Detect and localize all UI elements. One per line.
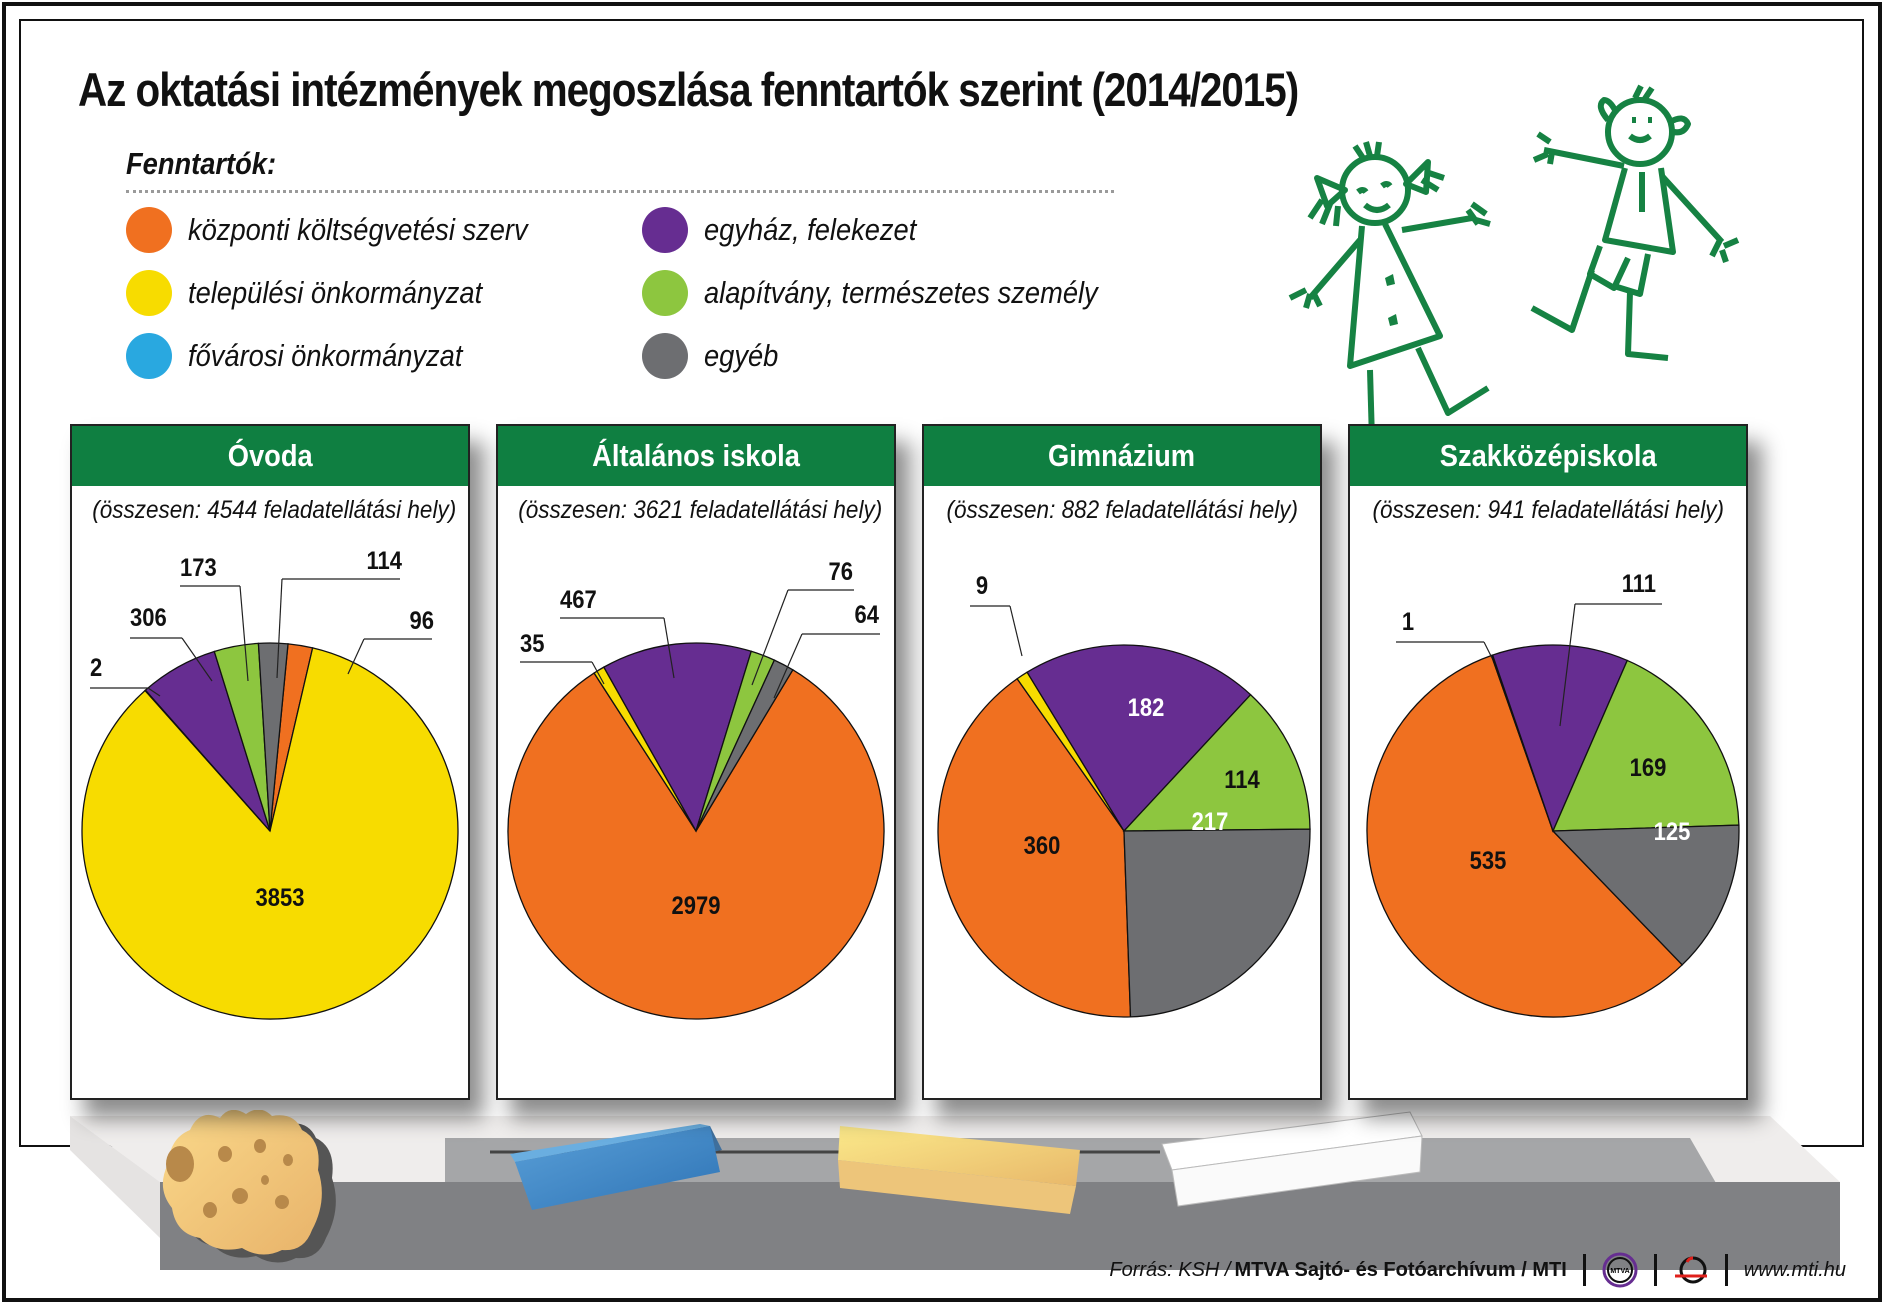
panel-title: Szakközépiskola <box>1439 438 1657 473</box>
legend-item-alapitvany: alapítvány, természetes személy <box>642 269 1151 317</box>
footer-separator <box>1724 1254 1728 1286</box>
pie-value-label: 467 <box>560 586 597 614</box>
legend-item-telepulesi: települési önkormányzat <box>126 269 522 317</box>
legend-item-fovarosi: fővárosi önkormányzat <box>126 332 500 380</box>
pie-value-label: 96 <box>410 607 434 635</box>
panel-header: Gimnázium <box>924 426 1320 486</box>
pie-slice <box>937 677 1132 1018</box>
legend-divider <box>126 190 1114 193</box>
legend-swatch-orange <box>126 207 172 253</box>
mti-logo-icon <box>1674 1256 1707 1284</box>
pie-slice <box>1551 659 1740 832</box>
pie-value-label: 173 <box>180 554 217 582</box>
footer: Forrás: KSH / MTVA Sajtó- és Fotóarchívu… <box>1109 1252 1846 1288</box>
legend-label: alapítvány, természetes személy <box>704 275 1098 310</box>
panel-title: Általános iskola <box>592 438 800 473</box>
source-credit: MTVA Sajtó- és Fotóarchívum / MTI <box>1234 1258 1567 1281</box>
pie-value-label: 306 <box>130 604 167 632</box>
legend-label: egyház, felekezet <box>704 212 917 247</box>
legend-swatch-gray <box>642 333 688 379</box>
pie-value-label: 169 <box>1630 754 1667 782</box>
pie-value-label: 2 <box>90 654 102 682</box>
chalk-tray-illustration-icon <box>70 1110 1840 1270</box>
pie-value-label: 3853 <box>256 884 305 912</box>
pie-slice <box>1122 693 1311 832</box>
pie-slice <box>257 642 289 832</box>
pie-value-label: 114 <box>367 547 402 575</box>
source-prefix: Forrás: KSH / <box>1109 1258 1231 1281</box>
pie-slice <box>602 642 753 833</box>
pie-chart-gimnazium: 360 9 182 114 217 <box>937 572 1311 1018</box>
legend-swatch-green <box>642 270 688 316</box>
pie-slice <box>1366 654 1684 1018</box>
pie-value-label: 114 <box>1224 766 1259 794</box>
pie-value-label: 9 <box>976 572 988 600</box>
panel-gimnazium: Gimnázium (összesen: 882 feladatellátási… <box>922 424 1322 1100</box>
panel-szakkozepiskola: Szakközépiskola (összesen: 941 feladatel… <box>1348 424 1748 1100</box>
website-link[interactable]: www.mti.hu <box>1743 1258 1846 1281</box>
legend-swatch-blue <box>126 333 172 379</box>
panel-header: Szakközépiskola <box>1350 426 1746 486</box>
legend-label: fővárosi önkormányzat <box>188 338 463 373</box>
pie-slice <box>695 659 794 832</box>
legend-item-egyhaz: egyház, felekezet <box>642 206 945 254</box>
pie-value-label: 182 <box>1128 694 1165 722</box>
panel-subtitle: (összesen: 941 feladatellátási hely) <box>1372 496 1724 524</box>
pie-value-label: 111 <box>1622 570 1656 598</box>
panel-ovoda: Óvoda (összesen: 4544 feladatellátási he… <box>70 424 470 1100</box>
chart-title: Az oktatási intézmények megoszlása fennt… <box>78 63 1299 116</box>
pie-value-label: 360 <box>1024 832 1061 860</box>
pie-slice <box>1026 644 1252 833</box>
legend-title: Fenntartók: <box>126 146 277 181</box>
legend-item-kozponti: központi költségvetési szerv <box>126 206 574 254</box>
panel-header: Általános iskola <box>498 426 894 486</box>
legend-label: egyéb <box>704 338 779 373</box>
pie-value-label: 217 <box>1192 808 1229 836</box>
mtva-logo-icon: MTVA <box>1602 1252 1638 1288</box>
footer-separator <box>1582 1254 1586 1286</box>
legend-label: központi költségvetési szerv <box>188 212 528 247</box>
pie-value-label: 64 <box>855 601 879 629</box>
panel-subtitle: (összesen: 3621 feladatellátási hely) <box>518 496 883 524</box>
pie-slice <box>507 668 885 1020</box>
panel-title: Óvoda <box>227 438 313 473</box>
svg-text:MTVA: MTVA <box>1610 1268 1629 1275</box>
pie-chart-ovoda: 96 3853 2 306 173 114 <box>81 547 459 1020</box>
pie-slice <box>1491 644 1629 833</box>
legend-label: települési önkormányzat <box>188 275 483 310</box>
legend-swatch-purple <box>642 207 688 253</box>
legend-item-egyeb: egyéb <box>642 332 788 380</box>
panel-title: Gimnázium <box>1048 438 1196 473</box>
footer-separator <box>1653 1254 1657 1286</box>
legend-swatch-yellow <box>126 270 172 316</box>
panel-altalanos-iskola: Általános iskola (összesen: 3621 feladat… <box>496 424 896 1100</box>
pie-value-label: 35 <box>520 630 544 658</box>
panel-header: Óvoda <box>72 426 468 486</box>
pie-value-label: 535 <box>1470 847 1507 875</box>
pie-value-label: 1 <box>1402 608 1414 636</box>
panel-subtitle: (összesen: 4544 feladatellátási hely) <box>92 496 457 524</box>
pie-slice <box>1123 828 1311 1018</box>
pie-value-label: 2979 <box>672 892 721 920</box>
pie-slice <box>1551 824 1740 966</box>
children-illustration-icon <box>1288 84 1740 435</box>
pie-slice <box>81 647 459 1020</box>
panel-subtitle: (összesen: 882 feladatellátási hely) <box>946 496 1298 524</box>
pie-value-label: 125 <box>1654 818 1691 846</box>
pie-value-label: 76 <box>829 558 853 586</box>
